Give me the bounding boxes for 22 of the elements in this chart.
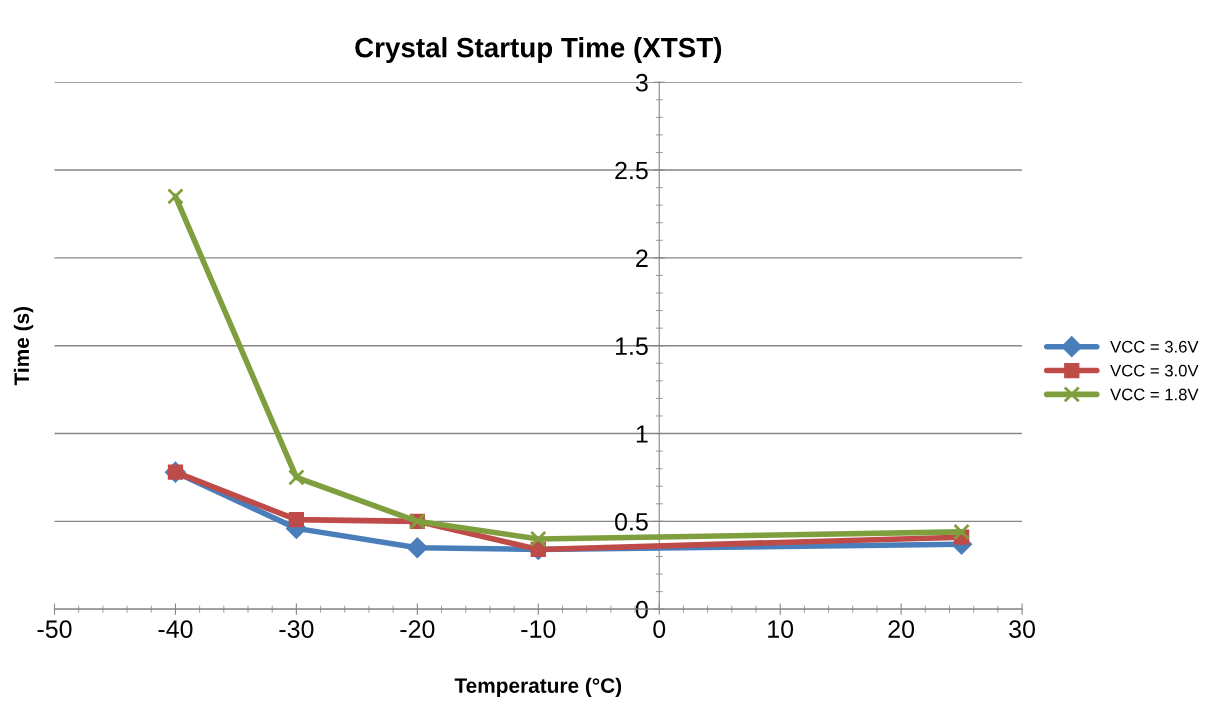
x-tick-label: -40 (158, 620, 193, 638)
x-tick-label: -50 (37, 620, 72, 638)
y-tick-label: 0.5 (615, 512, 648, 531)
legend-label: VCC = 3.0V (1110, 364, 1199, 377)
y-tick-label: 2.5 (615, 161, 648, 180)
x-tick-label: 30 (1009, 620, 1036, 638)
chart-title: Crystal Startup Time (XTST) (355, 37, 722, 63)
x-tick-label: -10 (521, 620, 556, 638)
x-tick-label: 10 (768, 620, 794, 638)
y-tick-label: 0 (635, 600, 648, 619)
y-tick-label: 1.5 (615, 337, 648, 356)
y-axis-title: Time (s) (13, 306, 34, 386)
legend-label: VCC = 3.6V (1110, 340, 1199, 353)
x-tick-label: -30 (279, 620, 314, 638)
x-tick-label: 0 (653, 620, 666, 638)
legend-label: VCC = 1.8V (1110, 388, 1199, 401)
y-tick-label: 2 (636, 249, 648, 267)
x-axis-title: Temperature (°C) (454, 677, 622, 698)
y-tick-label: 1 (636, 425, 648, 443)
x-tick-label: 20 (888, 620, 915, 638)
x-tick-label: -20 (400, 620, 435, 638)
y-tick-label: 3 (635, 73, 648, 92)
